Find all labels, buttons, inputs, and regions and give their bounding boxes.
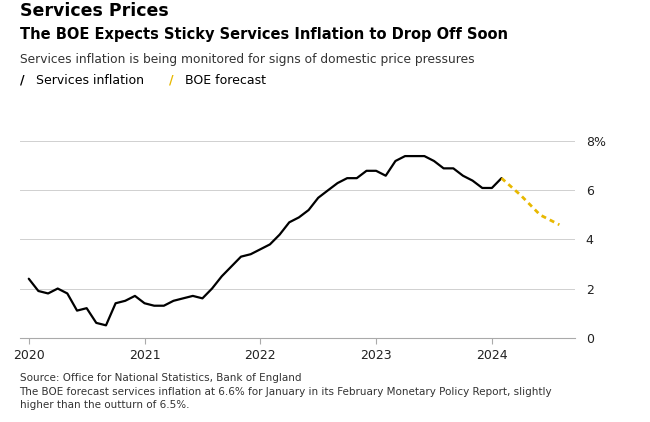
Text: Services inflation: Services inflation: [36, 74, 144, 87]
Text: BOE forecast: BOE forecast: [185, 74, 266, 87]
Text: /: /: [169, 74, 174, 87]
Text: Services Prices: Services Prices: [20, 2, 168, 20]
Text: Services inflation is being monitored for signs of domestic price pressures: Services inflation is being monitored fo…: [20, 53, 474, 66]
Text: /: /: [20, 74, 24, 87]
Text: Source: Office for National Statistics, Bank of England
The BOE forecast service: Source: Office for National Statistics, …: [20, 373, 552, 410]
Text: The BOE Expects Sticky Services Inflation to Drop Off Soon: The BOE Expects Sticky Services Inflatio…: [20, 27, 508, 43]
